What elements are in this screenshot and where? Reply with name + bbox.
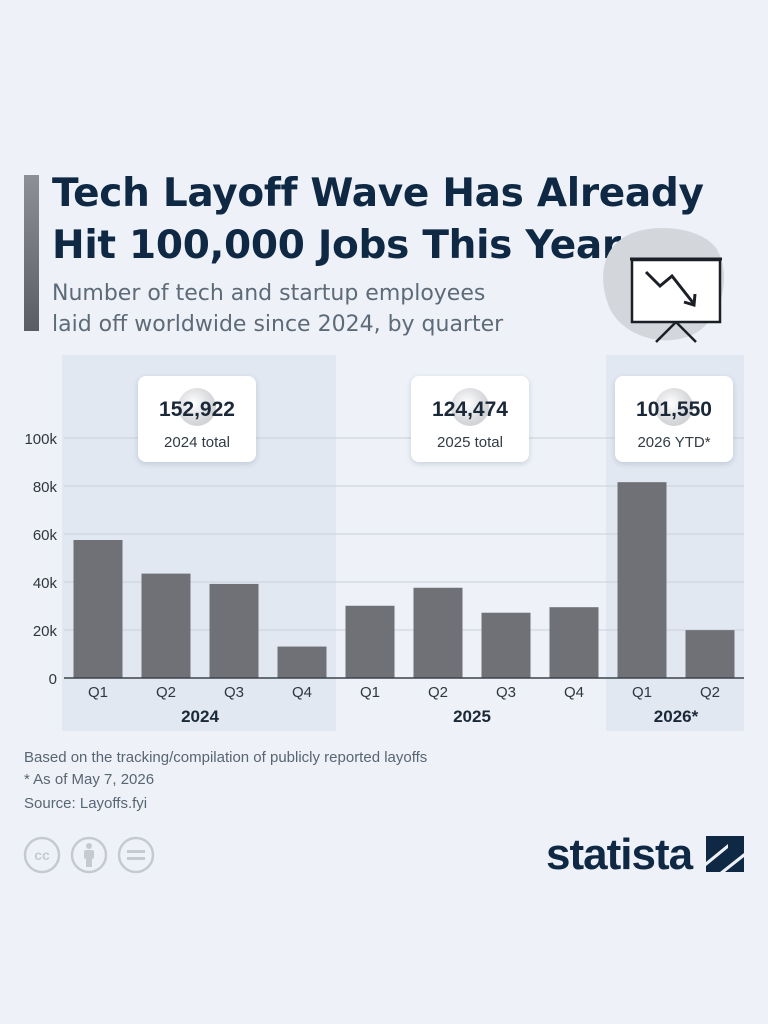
callout-value: 152,922 <box>159 398 235 421</box>
x-tick-label: Q3 <box>496 684 516 701</box>
source-note: Source: Layoffs.fyi <box>24 795 148 812</box>
attribution-icon <box>70 836 108 874</box>
x-tick-label: Q1 <box>360 684 380 701</box>
statista-logo-icon <box>706 836 744 872</box>
chart-title: Tech Layoff Wave Has Already Hit 100,000… <box>52 168 732 272</box>
asterisk-note: * As of May 7, 2026 <box>24 771 155 788</box>
callout-value: 124,474 <box>432 398 508 421</box>
statista-wordmark: statista <box>546 830 693 879</box>
y-tick-label: 40k <box>33 575 58 592</box>
methodology-note: Based on the tracking/compilation of pub… <box>24 749 428 766</box>
creative-commons-icon: cc <box>23 836 61 874</box>
total-callout-2025: 124,474 2025 total <box>411 376 529 462</box>
callout-label: 2026 YTD* <box>637 434 711 451</box>
x-tick-label: Q1 <box>632 684 652 701</box>
y-tick-label: 20k <box>33 623 58 640</box>
x-tick-label: Q2 <box>156 684 176 701</box>
year-group-label: 2026* <box>654 707 699 726</box>
chart-subtitle: Number of tech and startup employees lai… <box>52 278 612 340</box>
y-tick-label: 60k <box>33 527 58 544</box>
y-tick-label: 0 <box>49 671 57 688</box>
y-tick-label: 100k <box>24 431 57 448</box>
callout-ball <box>451 388 489 426</box>
presentation-board-downtrend-icon <box>603 228 725 343</box>
callout-label: 2025 total <box>437 434 503 451</box>
x-tick-label: Q3 <box>224 684 244 701</box>
bar <box>141 573 191 678</box>
chart-subtitle-line-2: laid off worldwide since 2024, by quarte… <box>52 312 504 337</box>
y-tick-label: 80k <box>33 479 58 496</box>
year-group-label: 2025 <box>453 707 491 726</box>
title-accent-bar <box>24 175 39 331</box>
x-tick-label: Q2 <box>428 684 448 701</box>
callout-label: 2024 total <box>164 434 230 451</box>
year-group-label: 2024 <box>181 707 219 726</box>
svg-text:cc: cc <box>34 847 50 863</box>
x-tick-label: Q1 <box>88 684 108 701</box>
chart-title-line-1: Tech Layoff Wave Has Already <box>52 171 704 216</box>
total-callout-2026: 101,550 2026 YTD* <box>615 376 733 462</box>
x-tick-label: Q2 <box>700 684 720 701</box>
bar <box>277 646 327 678</box>
bar <box>617 482 667 678</box>
bar <box>413 587 463 678</box>
total-callout-2024: 152,922 2024 total <box>138 376 256 462</box>
footnotes: Based on the tracking/compilation of pub… <box>24 748 427 816</box>
chart-title-line-2: Hit 100,000 Jobs This Year <box>52 223 621 268</box>
bar <box>73 540 123 678</box>
bar <box>481 612 531 678</box>
bar <box>549 607 599 678</box>
x-tick-label: Q4 <box>564 684 584 701</box>
callout-ball <box>655 388 693 426</box>
no-derivatives-icon <box>117 836 155 874</box>
bar <box>209 583 259 678</box>
chart-subtitle-line-1: Number of tech and startup employees <box>52 281 486 306</box>
license-icons: cc <box>23 836 155 874</box>
bar <box>345 605 395 678</box>
callout-value: 101,550 <box>636 398 712 421</box>
callout-ball <box>178 388 216 426</box>
x-tick-label: Q4 <box>292 684 312 701</box>
bar <box>685 630 735 678</box>
